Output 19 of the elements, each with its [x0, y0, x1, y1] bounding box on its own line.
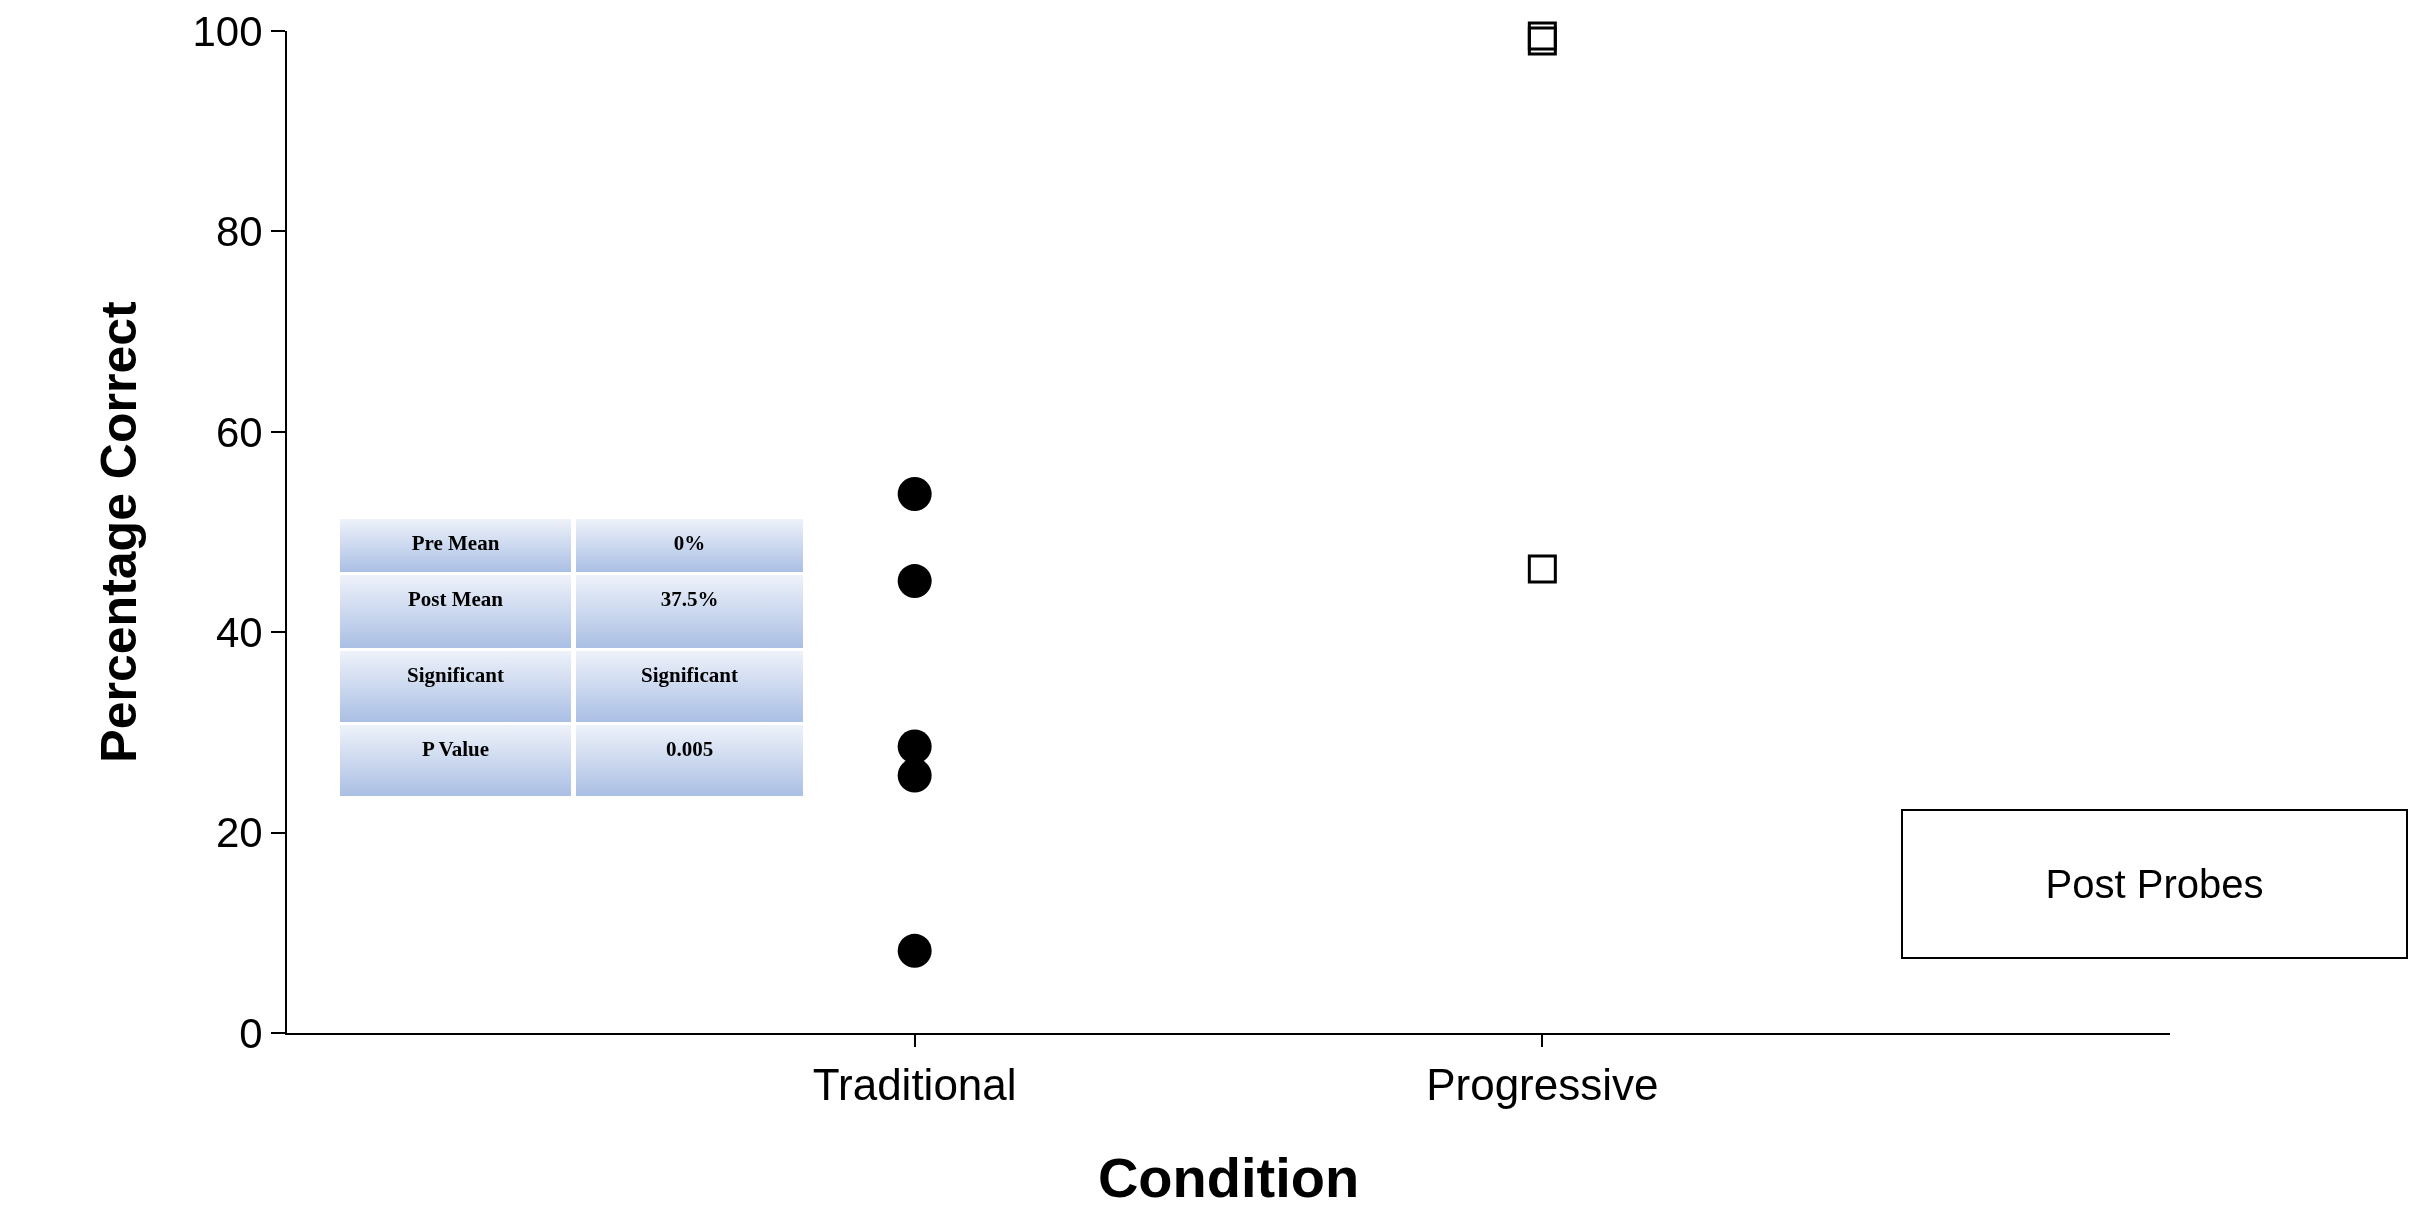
- annotation: 0%: [576, 519, 803, 572]
- x-axis-title: Condition: [1097, 1146, 1360, 1209]
- x-tick-label: Traditional: [812, 1059, 1017, 1109]
- x-tick-label: Progressive: [1426, 1059, 1659, 1109]
- annotation: P Value: [340, 725, 571, 796]
- annotation: Post Mean: [340, 575, 571, 648]
- annotation: 0.005: [576, 725, 803, 796]
- annotation: Pre Mean: [340, 519, 571, 572]
- y-tick-label: 60: [215, 408, 263, 456]
- y-tick-label: 20: [215, 809, 263, 857]
- y-axis-title: Percentage Correct: [91, 301, 148, 763]
- y-tick-label: 80: [215, 208, 263, 256]
- annotation: 37.5%: [576, 575, 803, 648]
- y-tick-label: 100: [192, 7, 263, 55]
- y-tick-label: 40: [215, 608, 263, 656]
- y-tick-label: 0: [239, 1009, 263, 1057]
- annotation: Significant: [576, 651, 803, 722]
- annotation: Significant: [340, 651, 571, 722]
- text-box: Post Probes: [1901, 809, 2408, 959]
